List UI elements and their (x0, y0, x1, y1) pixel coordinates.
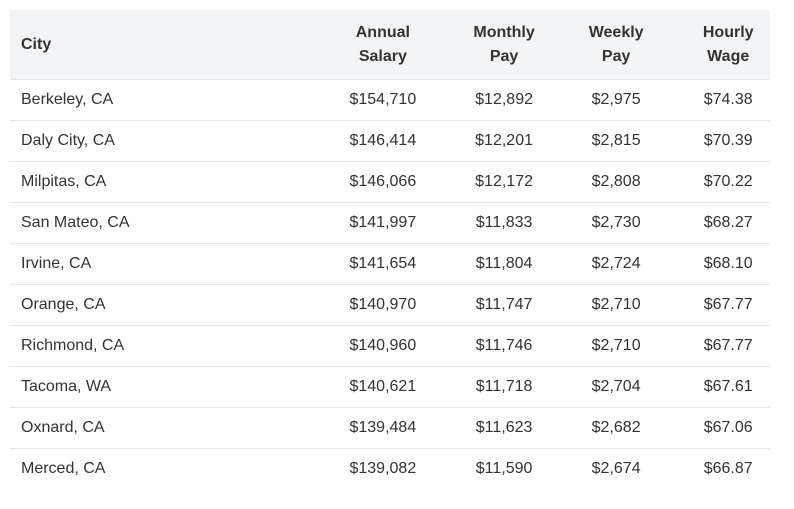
table-row: Milpitas, CA $146,066 $12,172 $2,808 $70… (10, 161, 770, 203)
cell-monthly-pay: $11,590 (475, 460, 533, 477)
cell-monthly-pay: $11,718 (462, 366, 546, 408)
cell-monthly-pay: $12,201 (462, 120, 546, 162)
cell-annual-salary: $141,997 (303, 202, 463, 244)
table-row: Daly City, CA $146,414 $12,201 $2,815 $7… (10, 120, 770, 162)
cell-weekly-pay: $2,975 (545, 79, 687, 121)
cell-city: Berkeley, CA (10, 79, 304, 121)
table-row: Tacoma, WA $140,621 $11,718 $2,704 $67.6… (10, 366, 770, 408)
cell-city: Daly City, CA (10, 120, 304, 162)
cell-annual-salary: $140,621 (303, 366, 463, 408)
cell-hourly-wage: $66.87 (703, 460, 753, 477)
cell-city: San Mateo, CA (10, 202, 304, 244)
cell-annual-salary: $141,654 (303, 243, 463, 285)
cell-weekly-pay: $2,710 (545, 325, 687, 367)
table-row: Orange, CA $140,970 $11,747 $2,710 $67.7… (10, 284, 770, 326)
header-annual-line-1: Annual (355, 23, 410, 41)
header-row: City Annual Salary Monthly Pay Weekly Pa… (10, 10, 770, 80)
table-row: Richmond, CA $140,960 $11,746 $2,710 $67… (10, 325, 770, 367)
table-row: Oxnard, CA $139,484 $11,623 $2,682 $67.0… (10, 407, 770, 449)
cell-hourly-wage: $68.27 (686, 202, 770, 244)
header-weekly-pay: Weekly Pay (545, 10, 687, 80)
cell-city: Richmond, CA (10, 325, 304, 367)
cell-hourly-wage: $70.22 (686, 161, 770, 203)
cell-city: Irvine, CA (10, 243, 304, 285)
cell-hourly-wage: $67.06 (686, 407, 770, 449)
table-row: Irvine, CA $141,654 $11,804 $2,724 $68.1… (10, 243, 770, 285)
cell-city: Merced, CA (21, 460, 106, 477)
cell-monthly-pay: $12,172 (462, 161, 546, 203)
cell-monthly-pay: $11,747 (462, 284, 546, 326)
header-annual-line-2: Salary (358, 47, 407, 65)
header-monthly-pay: Monthly Pay (462, 10, 546, 80)
header-weekly-line-1: Weekly (588, 23, 644, 41)
cell-monthly-pay: $11,746 (462, 325, 546, 367)
cell-annual-salary: $140,960 (303, 325, 463, 367)
cell-hourly-wage: $68.10 (686, 243, 770, 285)
table-row: San Mateo, CA $141,997 $11,833 $2,730 $6… (10, 202, 770, 244)
salary-table-container: City Annual Salary Monthly Pay Weekly Pa… (10, 10, 770, 489)
cell-monthly-pay: $11,804 (462, 243, 546, 285)
cell-weekly-pay: $2,674 (591, 460, 641, 477)
cell-monthly-pay: $11,833 (462, 202, 546, 244)
table-body: Berkeley, CA $154,710 $12,892 $2,975 $74… (10, 79, 770, 490)
table-row: Berkeley, CA $154,710 $12,892 $2,975 $74… (10, 79, 770, 121)
header-annual-salary: Annual Salary (303, 10, 463, 80)
cell-weekly-pay: $2,730 (545, 202, 687, 244)
cell-annual-salary: $139,484 (303, 407, 463, 449)
cell-hourly-wage: $67.61 (686, 366, 770, 408)
cell-hourly-wage: $67.77 (686, 325, 770, 367)
cell-weekly-pay: $2,710 (545, 284, 687, 326)
cell-weekly-pay: $2,815 (545, 120, 687, 162)
header-hourly-line-1: Hourly (702, 23, 754, 41)
header-weekly-line-2: Pay (601, 47, 631, 65)
cell-annual-salary: $140,970 (303, 284, 463, 326)
cell-city: Milpitas, CA (10, 161, 304, 203)
cell-weekly-pay: $2,808 (545, 161, 687, 203)
header-monthly-line-2: Pay (489, 47, 519, 65)
cell-city: Orange, CA (10, 284, 304, 326)
header-hourly-line-2: Wage (707, 47, 750, 65)
cell-hourly-wage: $70.39 (686, 120, 770, 162)
cell-annual-salary: $154,710 (303, 79, 463, 121)
table-header: City Annual Salary Monthly Pay Weekly Pa… (10, 10, 770, 80)
header-monthly-line-1: Monthly (473, 23, 535, 41)
salary-table: City Annual Salary Monthly Pay Weekly Pa… (10, 10, 770, 489)
cell-annual-salary: $146,066 (303, 161, 463, 203)
cell-weekly-pay: $2,724 (545, 243, 687, 285)
cell-annual-salary: $146,414 (303, 120, 463, 162)
cell-monthly-pay: $12,892 (462, 79, 546, 121)
cell-hourly-wage: $67.77 (686, 284, 770, 326)
cell-annual-salary: $139,082 (349, 460, 417, 477)
table-row: Merced, CA $139,082 $11,590 $2,674 $66.8… (10, 449, 770, 490)
header-city: City (10, 10, 304, 80)
cell-hourly-wage: $74.38 (686, 79, 770, 121)
cell-city: Oxnard, CA (10, 407, 304, 449)
cell-city: Tacoma, WA (10, 366, 304, 408)
cell-weekly-pay: $2,682 (545, 407, 687, 449)
cell-monthly-pay: $11,623 (462, 407, 546, 449)
header-hourly-wage: Hourly Wage (686, 10, 770, 80)
cell-weekly-pay: $2,704 (545, 366, 687, 408)
